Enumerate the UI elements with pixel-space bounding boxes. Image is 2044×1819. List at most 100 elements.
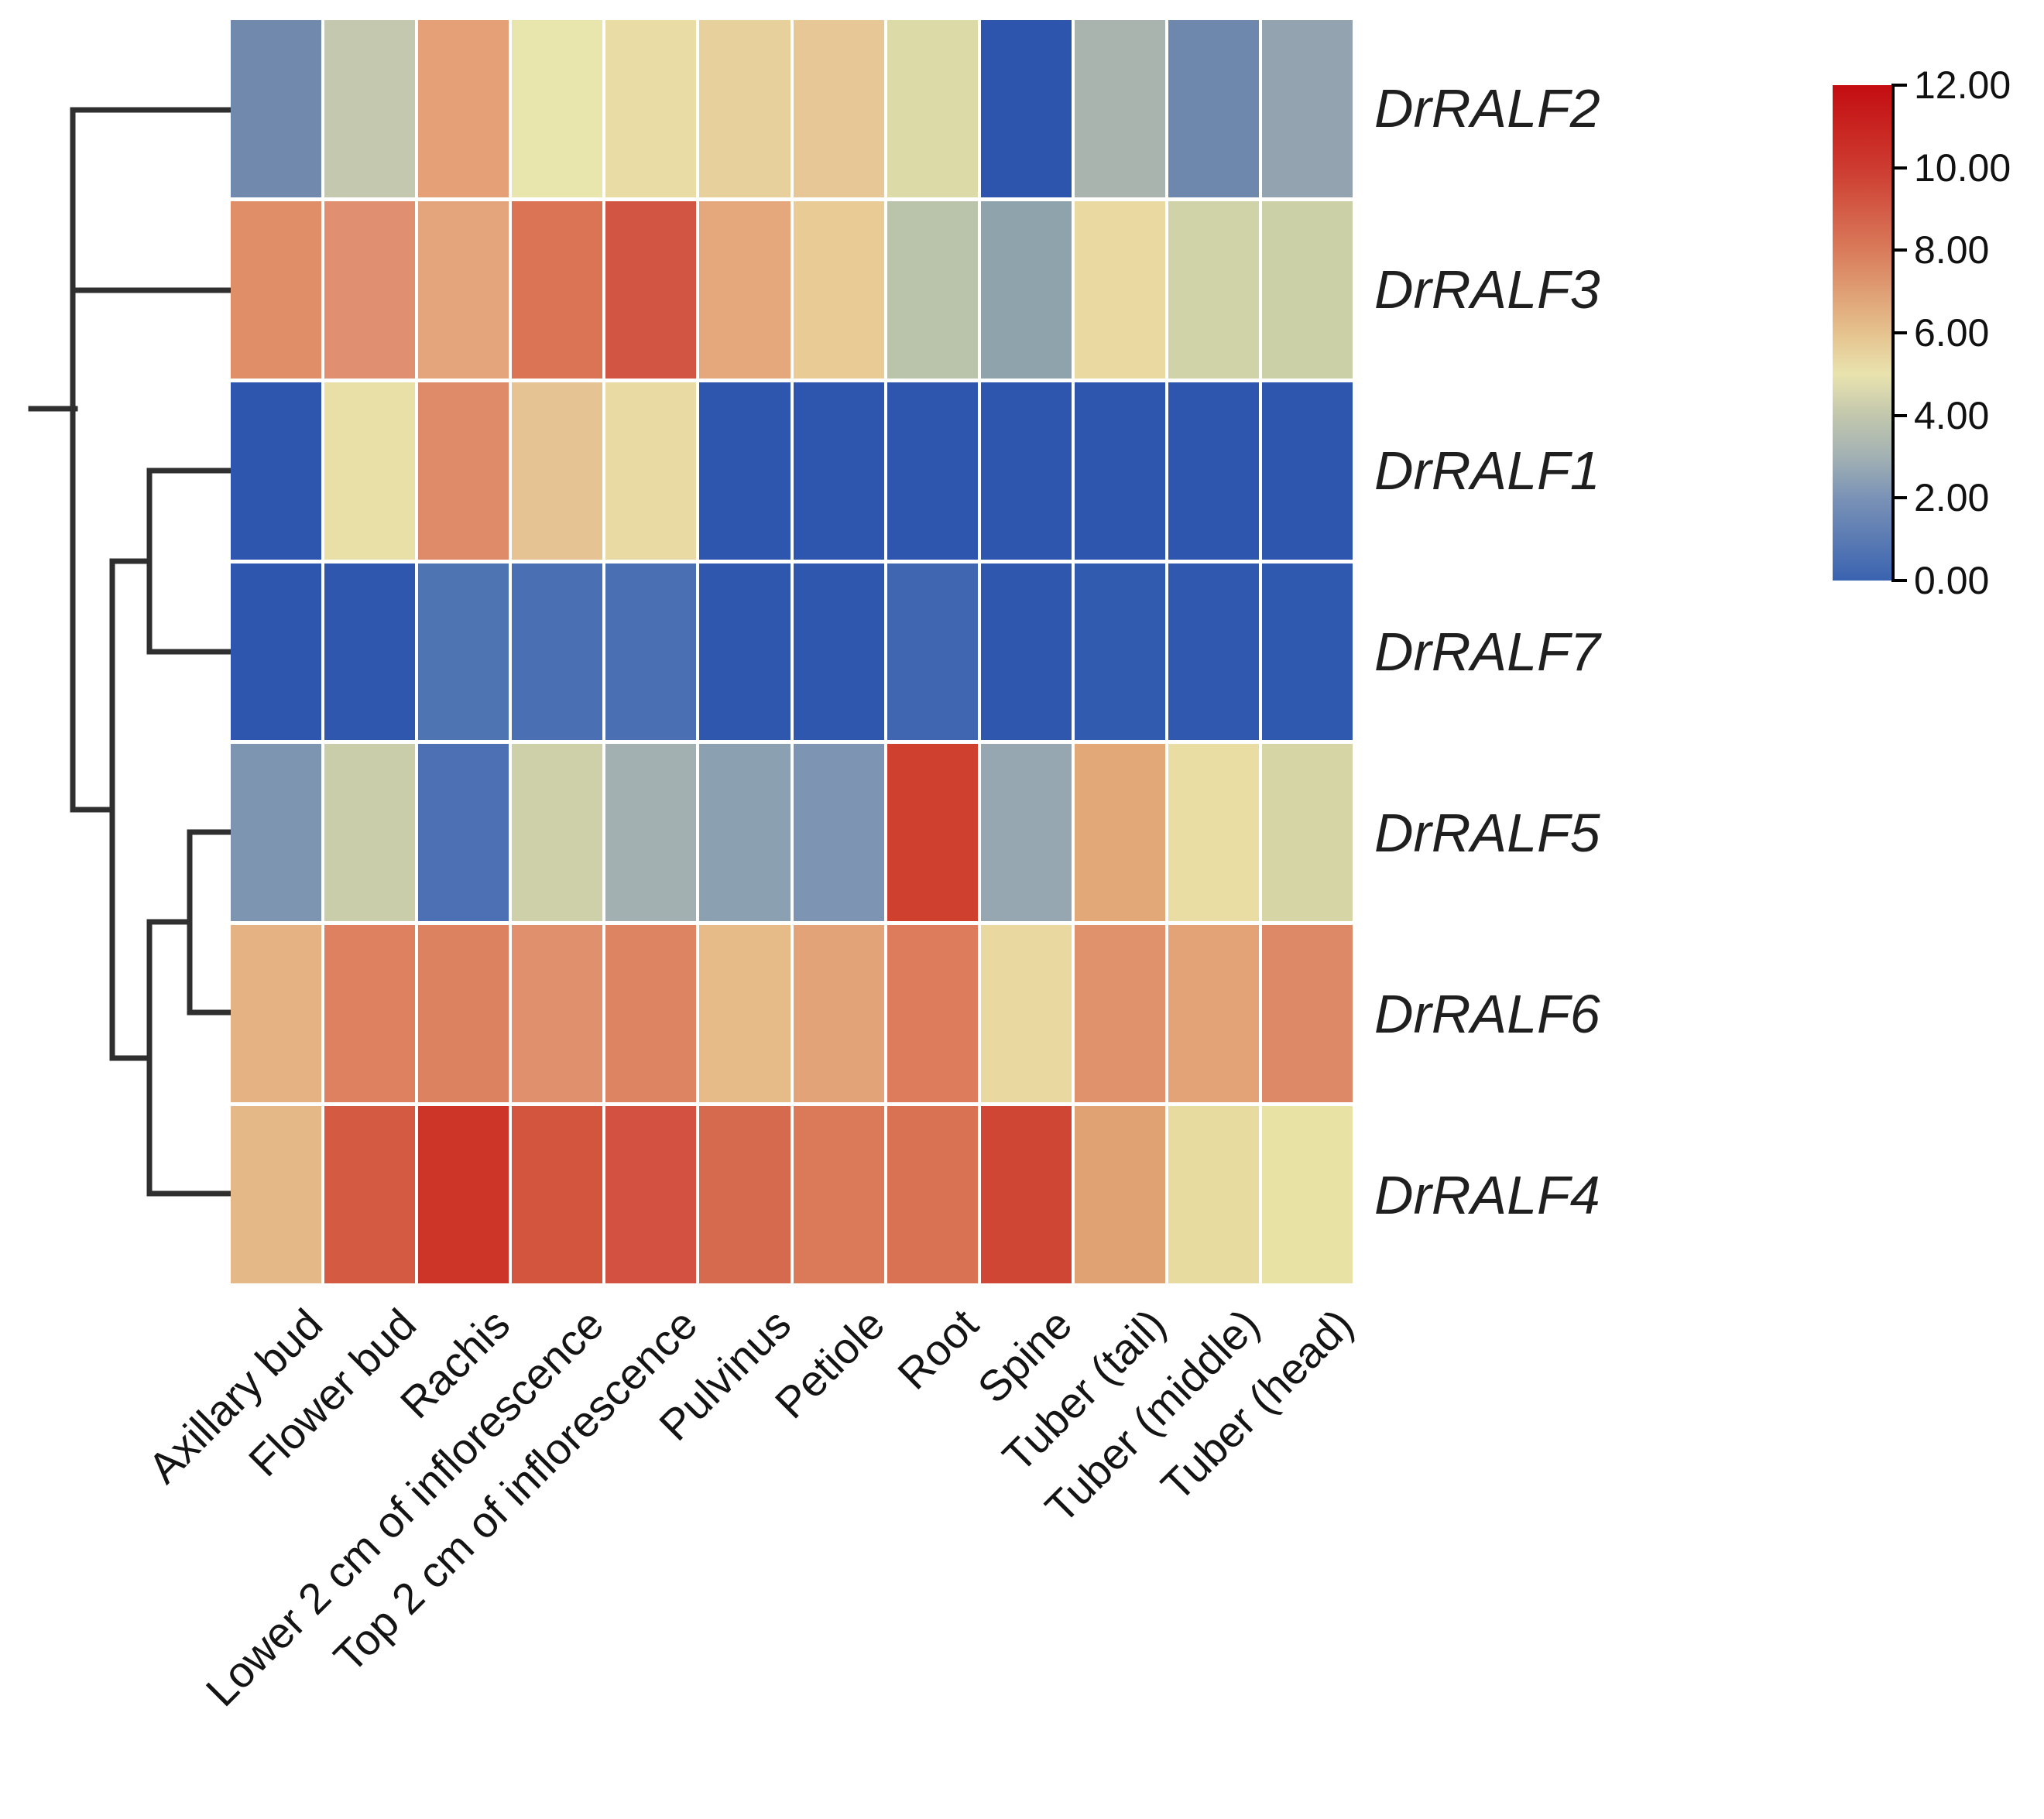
row-label-drralf7: DrRALF7: [1374, 622, 1600, 682]
colorbar-tick-label: 12.00: [1914, 63, 2011, 107]
heatmap-cell: [231, 382, 322, 560]
heatmap-cell: [793, 744, 884, 922]
colorbar-tick: [1891, 496, 1907, 500]
heatmap-cell: [1261, 200, 1353, 379]
heatmap-cell: [793, 20, 884, 197]
heatmap-cell: [324, 1106, 416, 1283]
colorbar-tick-label: 8.00: [1914, 228, 1990, 272]
heatmap-cell: [887, 925, 978, 1103]
heatmap-cell: [1074, 20, 1165, 197]
colorbar-tick-label: 2.00: [1914, 476, 1990, 520]
heatmap-cell: [231, 925, 322, 1103]
heatmap-cell: [418, 20, 509, 197]
heatmap-cell: [699, 925, 791, 1103]
heatmap-cell: [605, 563, 697, 741]
heatmap-cell: [793, 382, 884, 560]
heatmap-cell: [605, 382, 697, 560]
heatmap-cell: [887, 200, 978, 379]
colorbar-tick: [1891, 166, 1907, 170]
heatmap-cell: [1168, 200, 1259, 379]
colorbar-gradient: [1833, 85, 1891, 581]
colorbar-tick-label: 0.00: [1914, 559, 1990, 602]
heatmap-cell: [324, 563, 416, 741]
heatmap-cell: [1074, 925, 1165, 1103]
heatmap-cell: [887, 1106, 978, 1283]
heatmap-cell: [793, 1106, 884, 1283]
heatmap-cell: [512, 382, 603, 560]
heatmap-cell: [980, 20, 1072, 197]
heatmap-cell: [418, 925, 509, 1103]
heatmap-cell: [512, 1106, 603, 1283]
heatmap-cell: [1074, 382, 1165, 560]
heatmap-cell: [980, 200, 1072, 379]
row-label-drralf1: DrRALF1: [1374, 440, 1600, 502]
heatmap-cell: [793, 200, 884, 379]
heatmap-cell: [231, 200, 322, 379]
row-label-drralf6: DrRALF6: [1374, 983, 1600, 1044]
heatmap-cell: [1074, 744, 1165, 922]
heatmap-cell: [793, 925, 884, 1103]
heatmap-cell: [324, 20, 416, 197]
heatmap-cell: [1168, 382, 1259, 560]
row-label-drralf3: DrRALF3: [1374, 259, 1600, 320]
heatmap-cell: [699, 744, 791, 922]
heatmap-cell: [605, 20, 697, 197]
heatmap-cell: [1168, 20, 1259, 197]
heatmap-cell: [231, 744, 322, 922]
heatmap-cell: [980, 744, 1072, 922]
colorbar-tick: [1891, 248, 1907, 252]
heatmap-cell: [512, 200, 603, 379]
heatmap-cell: [1168, 925, 1259, 1103]
heatmap-cell: [418, 744, 509, 922]
heatmap-cell: [231, 563, 322, 741]
heatmap-grid: [231, 20, 1353, 1283]
heatmap-cell: [605, 744, 697, 922]
heatmap-cell: [1074, 200, 1165, 379]
heatmap-cell: [887, 382, 978, 560]
heatmap-cell: [512, 925, 603, 1103]
heatmap-cell: [418, 382, 509, 560]
colorbar-tick-label: 4.00: [1914, 393, 1990, 437]
heatmap-cell: [1168, 563, 1259, 741]
heatmap-cell: [980, 1106, 1072, 1283]
row-label-drralf4: DrRALF4: [1374, 1164, 1600, 1225]
colorbar-tick: [1891, 413, 1907, 417]
heatmap-cell: [699, 20, 791, 197]
row-label-drralf5: DrRALF5: [1374, 802, 1600, 863]
heatmap-cell: [324, 382, 416, 560]
heatmap-cell: [699, 563, 791, 741]
heatmap-cell: [605, 1106, 697, 1283]
heatmap-cell: [324, 200, 416, 379]
heatmap-cell: [1261, 1106, 1353, 1283]
colorbar-tick: [1891, 84, 1907, 87]
heatmap-cell: [605, 925, 697, 1103]
heatmap-cell: [887, 20, 978, 197]
heatmap-cell: [1261, 20, 1353, 197]
colorbar-tick-label: 10.00: [1914, 146, 2011, 190]
colorbar-tick: [1891, 579, 1907, 582]
heatmap-cell: [793, 563, 884, 741]
heatmap-cell: [1261, 563, 1353, 741]
row-label-drralf2: DrRALF2: [1374, 78, 1600, 139]
heatmap-cell: [512, 744, 603, 922]
heatmap-cell: [980, 925, 1072, 1103]
heatmap-cell: [1261, 744, 1353, 922]
heatmap-cell: [699, 1106, 791, 1283]
heatmap-cell: [887, 744, 978, 922]
heatmap-cell: [980, 382, 1072, 560]
heatmap-cell: [605, 200, 697, 379]
heatmap-cell: [1168, 744, 1259, 922]
heatmap-cell: [887, 563, 978, 741]
heatmap-cell: [1074, 563, 1165, 741]
heatmap-cell: [699, 382, 791, 560]
heatmap-cell: [1261, 925, 1353, 1103]
heatmap-cell: [324, 744, 416, 922]
heatmap-cell: [1168, 1106, 1259, 1283]
heatmap-cell: [699, 200, 791, 379]
heatmap-cell: [512, 20, 603, 197]
heatmap-cell: [1261, 382, 1353, 560]
colorbar-tick-label: 6.00: [1914, 311, 1990, 355]
heatmap-cell: [980, 563, 1072, 741]
